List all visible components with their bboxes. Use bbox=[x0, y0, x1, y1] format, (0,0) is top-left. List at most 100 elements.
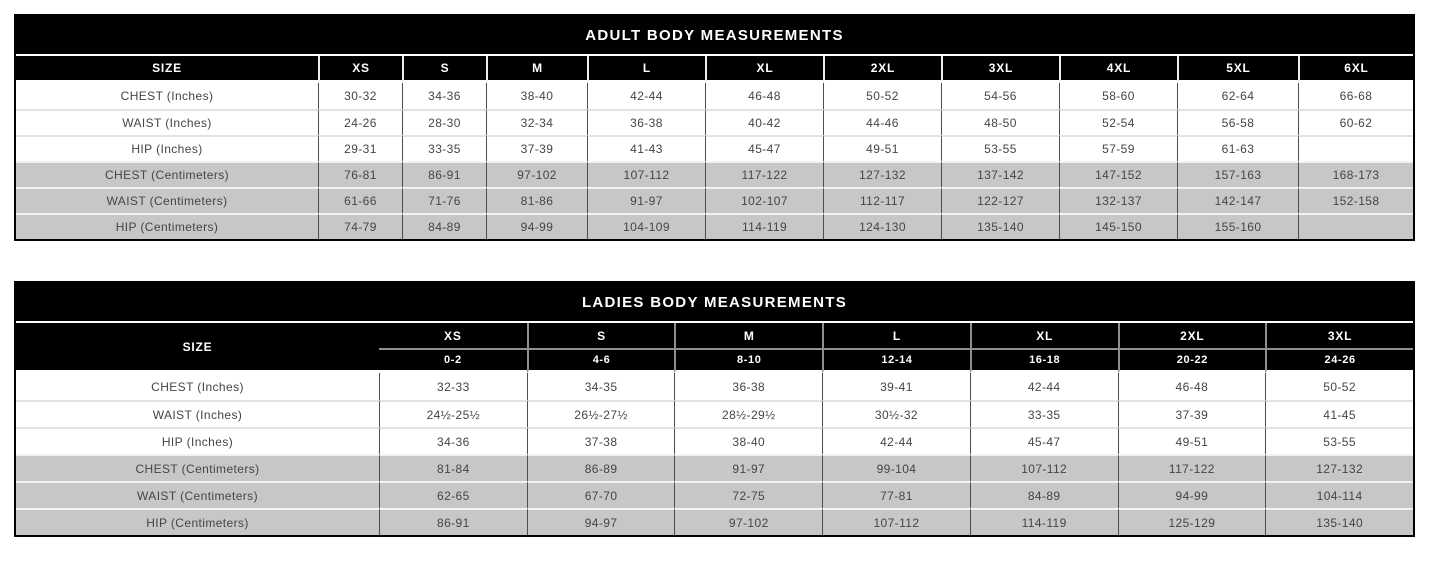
measurement-cell: 104-114 bbox=[1265, 481, 1413, 508]
measurement-cell: 42-44 bbox=[822, 427, 970, 454]
adult-col-header-l: L bbox=[587, 56, 705, 83]
measurement-cell: 104-109 bbox=[587, 213, 705, 239]
measurement-cell: 142-147 bbox=[1177, 187, 1298, 213]
measurement-cell: 50-52 bbox=[1265, 373, 1413, 400]
ladies-title-row: LADIES BODY MEASUREMENTS bbox=[16, 283, 1413, 323]
measurement-cell: 49-51 bbox=[823, 135, 941, 161]
measurement-cell: 46-48 bbox=[1117, 373, 1266, 400]
measurement-cell: 74-79 bbox=[318, 213, 402, 239]
ladies-col-header-m: M bbox=[674, 323, 823, 350]
ladies-numeric-size-l: 12-14 bbox=[822, 350, 970, 373]
measurement-cell: 28½-29½ bbox=[674, 400, 823, 427]
measurement-cell: 157-163 bbox=[1177, 161, 1298, 187]
measurement-cell: 36-38 bbox=[587, 109, 705, 135]
measurement-cell: 61-63 bbox=[1177, 135, 1298, 161]
measurement-cell: 71-76 bbox=[402, 187, 486, 213]
measurement-cell: 99-104 bbox=[822, 454, 970, 481]
measurement-cell: 56-58 bbox=[1177, 109, 1298, 135]
ladies-col-header-l: L bbox=[822, 323, 970, 350]
measurement-cell: 84-89 bbox=[969, 481, 1118, 508]
adult-col-header-2xl: 2XL bbox=[823, 56, 941, 83]
measurement-cell: 114-119 bbox=[705, 213, 823, 239]
measurement-cell: 112-117 bbox=[823, 187, 941, 213]
measurement-cell: 38-40 bbox=[486, 83, 587, 109]
measurement-cell bbox=[1298, 135, 1413, 161]
table-row: CHEST (Inches) 32-33 34-35 36-38 39-41 42-44 4… bbox=[16, 373, 1413, 400]
measurement-cell: 37-39 bbox=[1117, 400, 1266, 427]
ladies-col-header-xl: XL bbox=[969, 323, 1118, 350]
row-label: WAIST (Inches) bbox=[16, 400, 379, 427]
measurement-cell: 50-52 bbox=[823, 83, 941, 109]
measurement-cell: 39-41 bbox=[822, 373, 970, 400]
table-row: CHEST (Centimeters) 76-81 86-91 97-102 107-1… bbox=[16, 161, 1413, 187]
adult-col-header-6xl: 6XL bbox=[1298, 56, 1413, 83]
ladies-col-header-xs: XS bbox=[379, 323, 527, 350]
measurement-cell: 38-40 bbox=[674, 427, 823, 454]
measurement-cell: 53-55 bbox=[941, 135, 1059, 161]
measurement-cell: 97-102 bbox=[486, 161, 587, 187]
table-row: WAIST (Centimeters) 62-65 67-70 72-75 77-81 8… bbox=[16, 481, 1413, 508]
measurement-cell: 62-65 bbox=[379, 481, 527, 508]
row-label: HIP (Inches) bbox=[16, 135, 318, 161]
table-row: WAIST (Centimeters) 61-66 71-76 81-86 91-97 1… bbox=[16, 187, 1413, 213]
measurement-cell: 32-33 bbox=[379, 373, 527, 400]
measurement-cell: 107-112 bbox=[969, 454, 1118, 481]
measurement-cell: 37-38 bbox=[526, 427, 675, 454]
ladies-numeric-size-m: 8-10 bbox=[674, 350, 823, 373]
measurement-cell: 41-43 bbox=[587, 135, 705, 161]
measurement-cell: 86-89 bbox=[526, 454, 675, 481]
adult-col-header-xl: XL bbox=[705, 56, 823, 83]
measurement-cell: 58-60 bbox=[1059, 83, 1177, 109]
table-row: HIP (Centimeters) 74-79 84-89 94-99 104-109 1… bbox=[16, 213, 1413, 239]
adult-col-header-xs: XS bbox=[318, 56, 402, 83]
adult-measurements-section: ADULT BODY MEASUREMENTS SIZE XS S M L XL… bbox=[14, 14, 1415, 241]
measurement-cell: 48-50 bbox=[941, 109, 1059, 135]
adult-col-header-5xl: 5XL bbox=[1177, 56, 1298, 83]
measurement-cell: 114-119 bbox=[969, 508, 1118, 535]
measurement-cell: 77-81 bbox=[822, 481, 970, 508]
measurement-cell: 60-62 bbox=[1298, 109, 1413, 135]
measurement-cell: 40-42 bbox=[705, 109, 823, 135]
measurement-cell: 34-36 bbox=[379, 427, 527, 454]
measurement-cell: 127-132 bbox=[823, 161, 941, 187]
measurement-cell: 155-160 bbox=[1177, 213, 1298, 239]
ladies-table-title: LADIES BODY MEASUREMENTS bbox=[16, 283, 1413, 323]
table-row: HIP (Inches) 29-31 33-35 37-39 41-43 45-47 49-… bbox=[16, 135, 1413, 161]
measurement-cell: 66-68 bbox=[1298, 83, 1413, 109]
measurement-cell: 30-32 bbox=[318, 83, 402, 109]
ladies-col-header-2xl: 2XL bbox=[1117, 323, 1266, 350]
measurement-cell: 81-86 bbox=[486, 187, 587, 213]
ladies-numeric-size-3xl: 24-26 bbox=[1265, 350, 1413, 373]
measurement-cell: 34-35 bbox=[526, 373, 675, 400]
adult-col-header-s: S bbox=[402, 56, 486, 83]
measurement-cell: 122-127 bbox=[941, 187, 1059, 213]
ladies-measurements-table: LADIES BODY MEASUREMENTS SIZE XS S M L X… bbox=[14, 281, 1415, 537]
ladies-header-row: SIZE XS S M L XL 2XL 3XL bbox=[16, 323, 1413, 373]
measurement-cell: 168-173 bbox=[1298, 161, 1413, 187]
measurement-cell: 41-45 bbox=[1265, 400, 1413, 427]
table-row: HIP (Inches) 34-36 37-38 38-40 42-44 45-47 49-… bbox=[16, 427, 1413, 454]
measurement-cell: 125-129 bbox=[1117, 508, 1266, 535]
ladies-col-header-3xl: 3XL bbox=[1265, 323, 1413, 350]
table-row: CHEST (Centimeters) 81-84 86-89 91-97 99-104… bbox=[16, 454, 1413, 481]
row-label: WAIST (Centimeters) bbox=[16, 187, 318, 213]
measurement-cell: 145-150 bbox=[1059, 213, 1177, 239]
measurement-cell: 107-112 bbox=[587, 161, 705, 187]
measurement-cell: 24½-25½ bbox=[379, 400, 527, 427]
measurement-cell: 94-97 bbox=[526, 508, 675, 535]
measurement-cell: 33-35 bbox=[969, 400, 1118, 427]
measurement-cell: 52-54 bbox=[1059, 109, 1177, 135]
adult-header-row: SIZE XS S M L XL 2XL 3XL 4XL 5XL 6XL bbox=[16, 56, 1413, 83]
measurement-cell: 135-140 bbox=[941, 213, 1059, 239]
measurement-cell: 26½-27½ bbox=[526, 400, 675, 427]
measurement-cell: 117-122 bbox=[705, 161, 823, 187]
measurement-cell: 33-35 bbox=[402, 135, 486, 161]
measurement-cell: 54-56 bbox=[941, 83, 1059, 109]
measurement-cell: 124-130 bbox=[823, 213, 941, 239]
table-row: CHEST (Inches) 30-32 34-36 38-40 42-44 46-48 5… bbox=[16, 83, 1413, 109]
measurement-cell: 91-97 bbox=[587, 187, 705, 213]
table-row: HIP (Centimeters) 86-91 94-97 97-102 107-112… bbox=[16, 508, 1413, 535]
measurement-cell: 137-142 bbox=[941, 161, 1059, 187]
measurement-cell: 152-158 bbox=[1298, 187, 1413, 213]
